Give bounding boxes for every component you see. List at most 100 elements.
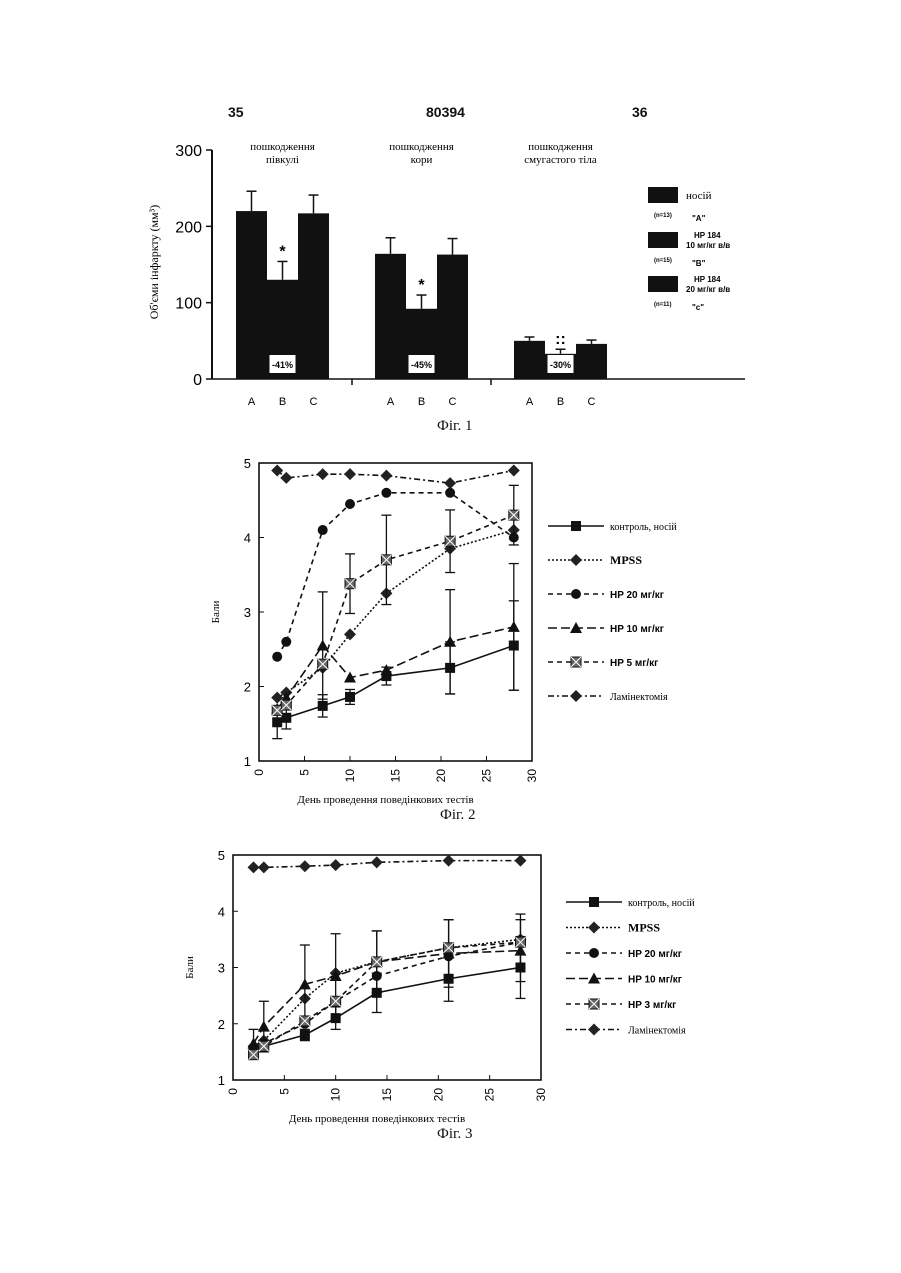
- fig2-y-tick-label: 3: [244, 605, 251, 620]
- pct-label: -30%: [550, 360, 571, 370]
- significance-mark: ::: [555, 331, 566, 348]
- fig2-data-point: [380, 470, 392, 482]
- fig3-series-line: [254, 861, 521, 868]
- fig2-series-1: [271, 524, 520, 704]
- y-axis-label: Об'єми інфаркту (мм³): [147, 205, 161, 320]
- fig3-y-tick-label: 2: [218, 1017, 225, 1032]
- fig2-data-point: [317, 640, 329, 651]
- fig2-data-point: [345, 499, 355, 509]
- fig3-series-line: [254, 968, 521, 1052]
- x-tick-label: C: [449, 396, 457, 408]
- legend-label: 20 мг/кг в/в: [686, 285, 730, 294]
- legend-label: 10 мг/кг в/в: [686, 241, 730, 250]
- fig3-y-tick-label: 3: [218, 961, 225, 976]
- x-tick-label: A: [248, 396, 256, 408]
- bar: [236, 211, 267, 379]
- fig2-legend-marker-2: [571, 589, 581, 599]
- fig2-data-point: [508, 464, 520, 476]
- legend-label: HP 184: [694, 231, 721, 240]
- fig2-series-line: [277, 530, 514, 698]
- fig2-y-tick-label: 5: [244, 456, 251, 471]
- figure-1-caption: Фіг. 1: [437, 418, 472, 435]
- fig3-series-3: [248, 920, 527, 1058]
- x-tick-label: C: [310, 396, 318, 408]
- fig3-x-tick-label: 25: [483, 1088, 497, 1102]
- x-tick-label: A: [387, 396, 395, 408]
- fig2-x-tick-label: 0: [252, 769, 266, 776]
- legend-label: HP 184: [694, 275, 721, 284]
- legend-n: (n=11): [654, 302, 672, 308]
- fig3-legend-marker-0: [589, 897, 599, 907]
- x-tick-label: C: [588, 396, 596, 408]
- fig3-series-0: [249, 937, 526, 1058]
- fig3-legend-marker: [588, 922, 600, 934]
- fig3-series-2: [249, 937, 526, 1054]
- fig3-legend-marker-1: [588, 922, 600, 934]
- legend-swatch: [648, 276, 678, 292]
- fig3-data-point: [248, 1037, 260, 1048]
- legend-swatch: [648, 187, 678, 203]
- fig3-data-point: [514, 855, 526, 867]
- fig3-y-tick-label: 5: [218, 848, 225, 863]
- fig2-legend-marker-0: [571, 521, 581, 531]
- significance-mark: *: [418, 277, 425, 294]
- fig2-legend-marker: [571, 589, 581, 599]
- figure-2-caption: Фіг. 2: [440, 807, 475, 824]
- fig2-data-point: [444, 477, 456, 489]
- fig3-legend-label: HP 3 мг/кг: [628, 1000, 676, 1011]
- legend-label: носій: [686, 190, 712, 202]
- fig2-data-point: [318, 701, 328, 711]
- fig2-data-point: [344, 468, 356, 480]
- legend-code: "A": [692, 214, 706, 223]
- fig2-x-tick-label: 10: [343, 769, 357, 783]
- fig2-data-point: [445, 488, 455, 498]
- fig2-legend-label: контроль, носій: [610, 522, 677, 533]
- fig3-data-point: [248, 861, 260, 873]
- pct-label: -45%: [411, 360, 432, 370]
- fig3-x-tick-label: 5: [277, 1088, 291, 1095]
- fig3-legend-label: HP 20 мг/кг: [628, 949, 682, 960]
- fig2-legend-marker-1: [570, 554, 582, 566]
- fig3-data-point: [258, 1021, 270, 1032]
- bar: [298, 213, 329, 379]
- fig2-y-tick-label: 4: [244, 531, 251, 546]
- fig3-x-tick-label: 10: [329, 1088, 343, 1102]
- fig2-data-point: [281, 713, 291, 723]
- fig2-data-point: [381, 488, 391, 498]
- fig3-legend-marker: [588, 1024, 600, 1036]
- fig3-data-point: [371, 856, 383, 868]
- fig2-legend-marker: [570, 554, 582, 566]
- fig2-y-tick-label: 1: [244, 754, 251, 769]
- fig2-series-line: [277, 627, 514, 709]
- fig2-series-4: [272, 485, 519, 715]
- fig3-data-point: [300, 1030, 310, 1040]
- fig2-series-line: [277, 646, 514, 723]
- y-tick-label: 300: [175, 143, 202, 160]
- fig2-data-point: [344, 628, 356, 640]
- fig2-legend-marker-5: [570, 690, 582, 702]
- fig2-legend-label: HP 20 мг/кг: [610, 590, 664, 601]
- fig2-series-0: [272, 601, 519, 739]
- fig3-y-tick-label: 1: [218, 1073, 225, 1088]
- fig3-series-line: [254, 939, 521, 1046]
- fig2-data-point: [317, 468, 329, 480]
- fig3-legend-marker-4: [589, 999, 599, 1009]
- fig2-legend-label: MPSS: [610, 553, 642, 567]
- fig3-legend-label: MPSS: [628, 921, 660, 935]
- fig2-legend-marker-4: [571, 657, 581, 667]
- fig3-x-axis-label: День проведення поведінкових тестів: [289, 1113, 465, 1125]
- fig2-plot-frame: [259, 463, 532, 761]
- group-label: пошкодження: [389, 141, 454, 153]
- fig3-legend-label: Ламінектомія: [628, 1026, 686, 1037]
- fig3-x-tick-label: 15: [380, 1088, 394, 1102]
- fig3-legend-marker: [589, 897, 599, 907]
- x-tick-label: A: [526, 396, 534, 408]
- fig3-series-1: [248, 933, 527, 1052]
- fig3-series-5: [248, 855, 527, 874]
- fig3-data-point: [258, 861, 270, 873]
- fig3-x-tick-label: 0: [226, 1088, 240, 1095]
- legend-swatch: [648, 232, 678, 248]
- fig2-y-tick-label: 2: [244, 680, 251, 695]
- fig2-x-tick-label: 20: [434, 769, 448, 783]
